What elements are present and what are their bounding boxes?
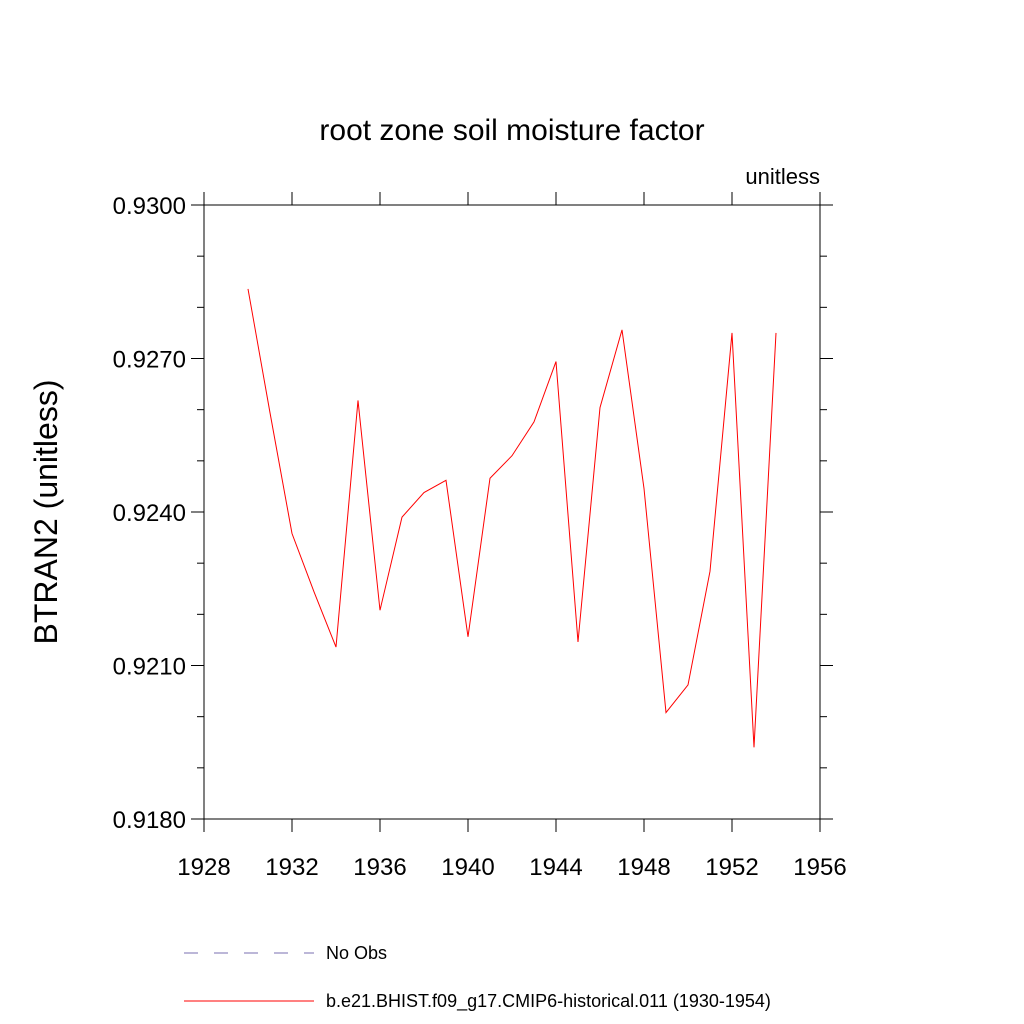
legend-label-no-obs: No Obs xyxy=(326,943,387,963)
series-layer xyxy=(247,288,777,748)
x-tick-label: 1944 xyxy=(529,854,582,881)
y-tick-label: 0.9210 xyxy=(113,654,186,681)
x-tick-label: 1936 xyxy=(353,854,406,881)
x-tick-label: 1956 xyxy=(793,854,846,881)
y-tick-label: 0.9240 xyxy=(113,500,186,527)
x-ticks: 1928 1932 1936 1940 1944 1948 1952 1956 xyxy=(177,192,847,881)
y-tick-label: 0.9300 xyxy=(113,193,186,220)
units-label: unitless xyxy=(745,164,820,189)
legend: No Obs b.e21.BHIST.f09_g17.CMIP6-histori… xyxy=(184,943,771,1012)
y-ticks: 0.9180 0.9210 0.9240 0.9270 0.9300 xyxy=(113,193,833,834)
y-tick-label: 0.9270 xyxy=(113,347,186,374)
legend-label-model: b.e21.BHIST.f09_g17.CMIP6-historical.011… xyxy=(326,991,771,1012)
plot-frame xyxy=(203,204,821,820)
x-tick-label: 1948 xyxy=(617,854,670,881)
y-tick-label: 0.9180 xyxy=(113,807,186,834)
x-tick-label: 1932 xyxy=(265,854,318,881)
x-tick-label: 1952 xyxy=(705,854,758,881)
series-line xyxy=(247,288,777,748)
y-axis-label: BTRAN2 (unitless) xyxy=(28,380,64,645)
x-tick-label: 1928 xyxy=(177,854,230,881)
x-tick-label: 1940 xyxy=(441,854,494,881)
chart-title: root zone soil moisture factor xyxy=(319,114,704,147)
